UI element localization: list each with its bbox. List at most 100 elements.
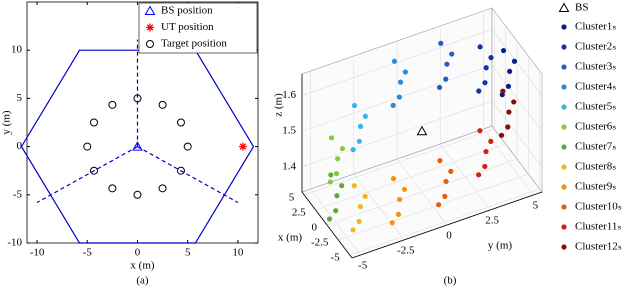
point — [176, 118, 185, 127]
point — [437, 158, 443, 164]
point — [108, 184, 117, 193]
point — [498, 132, 505, 138]
legend-label: Cluster10ₛ — [575, 201, 622, 213]
point — [356, 218, 362, 225]
grid-line — [353, 173, 405, 241]
point — [89, 166, 98, 175]
point — [350, 227, 356, 233]
point — [89, 118, 98, 127]
point — [390, 175, 397, 182]
point — [488, 138, 494, 145]
y-tick-label: -10 — [7, 237, 22, 249]
point — [328, 172, 334, 178]
legend-label: Cluster4ₛ — [575, 81, 616, 93]
grid-line — [301, 64, 493, 132]
axis-line — [351, 191, 543, 259]
y-tick-label: 2.5 — [485, 215, 499, 227]
point — [416, 125, 428, 136]
legend-marker — [561, 44, 567, 50]
point — [511, 58, 518, 64]
point — [397, 196, 403, 203]
point — [402, 69, 408, 75]
point — [397, 79, 404, 85]
point — [133, 190, 142, 199]
legend-label: Cluster5ₛ — [575, 101, 616, 113]
x-axis-label: x (m) — [130, 260, 154, 272]
point — [477, 128, 483, 134]
point — [443, 76, 449, 82]
y-tick-label: -5 — [13, 188, 23, 200]
x-tick-label: -5 — [331, 252, 341, 264]
point — [326, 216, 333, 222]
point — [335, 156, 341, 162]
legend-marker — [561, 84, 567, 90]
legend-marker — [146, 23, 154, 32]
point — [357, 203, 363, 210]
point — [500, 88, 506, 94]
grid-line — [301, 29, 493, 96]
x-tick-label: 5 — [289, 192, 295, 204]
legend-marker — [561, 164, 567, 170]
legend-label: Cluster9ₛ — [575, 181, 616, 193]
y-axis-label: y (m) — [1, 110, 13, 134]
legend-label: Cluster3ₛ — [575, 61, 616, 73]
point — [436, 84, 443, 91]
grid-line — [310, 188, 361, 256]
point — [444, 61, 450, 67]
x-tick-label: -2.5 — [311, 237, 329, 249]
legend-marker — [561, 124, 567, 130]
point — [362, 193, 368, 200]
point — [350, 147, 356, 153]
z-tick-label: 1.4 — [282, 161, 296, 173]
point — [333, 171, 340, 177]
caption: (a) — [136, 275, 149, 287]
point — [339, 183, 345, 189]
x-tick-label: 5 — [185, 247, 191, 259]
z-axis-label: z (m) — [273, 93, 285, 117]
point — [505, 83, 512, 89]
legend-label: Cluster12ₛ — [575, 241, 622, 253]
point — [238, 142, 247, 151]
legend-label: Target position — [161, 38, 227, 50]
point — [507, 68, 513, 75]
point — [333, 208, 339, 214]
point — [442, 193, 448, 199]
point — [401, 186, 408, 192]
legend-marker — [558, 2, 570, 12]
point — [443, 178, 449, 185]
point — [158, 100, 167, 109]
x-tick-label: 0 — [312, 222, 318, 234]
legend-label: BS — [575, 2, 588, 14]
point — [351, 102, 358, 109]
legend-marker — [146, 40, 154, 48]
point — [176, 166, 185, 175]
x-tick-label: 0 — [135, 247, 141, 259]
legend-marker — [561, 144, 567, 150]
legend-marker — [561, 104, 567, 110]
axis-line — [301, 191, 353, 259]
point — [133, 94, 142, 103]
legend-marker — [561, 24, 567, 30]
point — [83, 142, 92, 151]
legend-box — [138, 2, 258, 54]
grid-line — [301, 100, 493, 168]
y-tick-label: -2.5 — [397, 245, 415, 257]
point — [438, 40, 444, 46]
legend-label: Cluster11ₛ — [575, 221, 621, 233]
legend-marker — [561, 224, 567, 230]
legend-label: Cluster1ₛ — [575, 21, 616, 33]
point — [328, 135, 335, 141]
point — [483, 148, 489, 155]
point — [482, 163, 488, 170]
legend-marker — [561, 244, 567, 250]
point — [108, 100, 117, 109]
legend-label: Cluster6ₛ — [575, 121, 616, 133]
legend-marker — [561, 64, 567, 70]
grid-line — [439, 143, 491, 211]
point — [334, 193, 340, 199]
point — [476, 172, 482, 178]
point — [158, 184, 167, 193]
point — [389, 220, 395, 226]
point — [476, 88, 482, 94]
legend-marker — [561, 204, 567, 210]
